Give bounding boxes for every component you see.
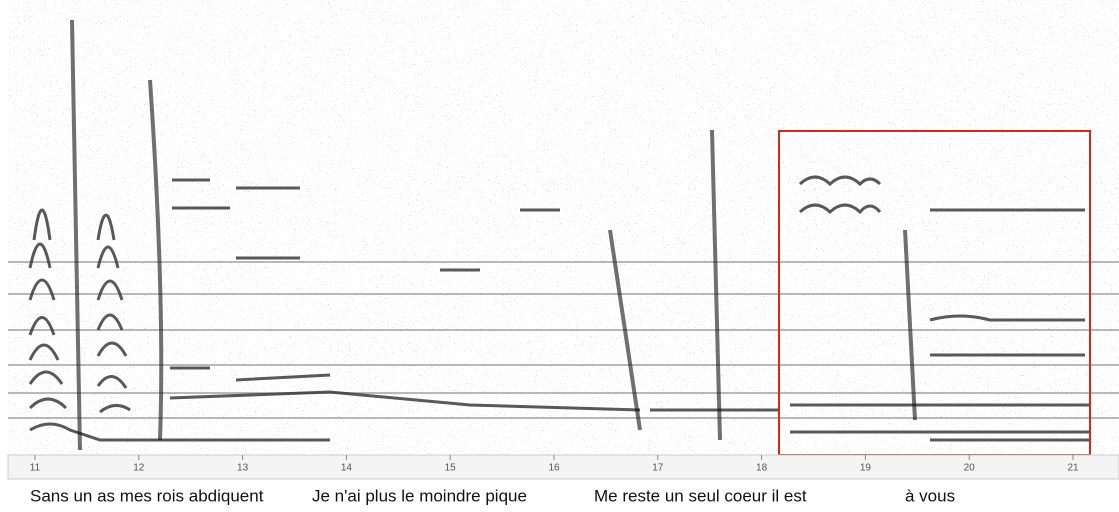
tick-label: 16 — [548, 463, 560, 474]
lyric-line: Sans un as mes rois abdiquent — [30, 486, 264, 505]
harmonics — [28, 175, 1090, 442]
tick-label: 12 — [133, 463, 145, 474]
spectrogram — [8, 0, 1119, 456]
tick-label: 13 — [237, 463, 249, 474]
time-axis — [7, 454, 1119, 480]
tick-label: 19 — [860, 463, 872, 474]
lyrics: Sans un as mes rois abdiquent Je n'ai plu… — [30, 486, 955, 505]
tick-label: 11 — [30, 463, 41, 474]
lyric-line: Je n'ai plus le moindre pique — [312, 486, 527, 505]
lyric-line: à vous — [905, 486, 955, 505]
tick-label: 15 — [445, 463, 457, 474]
horizontal-bands — [8, 261, 1119, 419]
vertical-onsets — [70, 19, 917, 451]
tick-label: 21 — [1067, 463, 1079, 474]
tick-label: 14 — [341, 463, 353, 474]
tick-label: 17 — [652, 463, 664, 474]
tick-group: 11 12 13 14 15 16 17 18 19 20 21 — [30, 455, 1079, 474]
tick-label: 20 — [964, 463, 976, 474]
tick-label: 18 — [756, 463, 768, 474]
lyric-line: Me reste un seul coeur il est — [594, 486, 807, 505]
